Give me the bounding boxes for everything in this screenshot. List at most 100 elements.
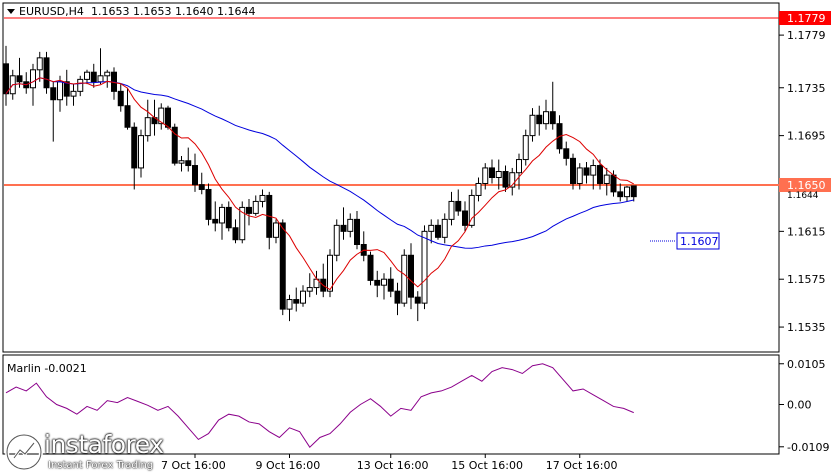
candle-body [576, 167, 583, 184]
candle-body [131, 126, 138, 169]
candle-body [306, 287, 313, 292]
candle-body [279, 222, 286, 310]
candle-body [97, 75, 104, 83]
candle-body [509, 172, 516, 188]
resistance-price-label: 1.1779 [787, 12, 826, 25]
candle-body [529, 114, 536, 137]
high-value: 1.1653 [133, 5, 172, 18]
candle-body [225, 206, 232, 229]
candle-body [489, 167, 495, 178]
candle-body [124, 105, 131, 128]
candle-body [198, 184, 205, 190]
price-tick-label: 1.1575 [787, 273, 826, 286]
watermark-tagline: Instant Forex Trading [48, 460, 154, 471]
candle-body [401, 254, 408, 304]
candle-body [212, 218, 219, 224]
candle-body [239, 206, 246, 241]
candle-body [428, 224, 435, 232]
candle-body [597, 165, 603, 184]
time-tick-label: 17 Oct 16:00 [546, 459, 618, 472]
candle-body [252, 200, 259, 214]
candle-body [549, 111, 556, 125]
candle-body [158, 107, 165, 125]
candle-body [624, 186, 630, 198]
price-tick-label: 1.1615 [787, 225, 826, 238]
symbol-dropdown-icon[interactable] [7, 9, 15, 14]
price-tick-label: 1.1735 [787, 82, 826, 95]
candle-body [293, 299, 300, 304]
time-tick-label: 13 Oct 16:00 [357, 459, 429, 472]
candle-body [300, 290, 306, 304]
current-price-badge [779, 178, 831, 192]
candle-body [286, 299, 293, 310]
time-tick-label: 7 Oct 16:00 [161, 459, 226, 472]
ma-value-label: 1.1607 [680, 235, 719, 248]
candle-body [536, 114, 543, 125]
indicator-tick-label: -0.0109 [787, 441, 829, 454]
candle-body [583, 167, 590, 176]
resistance-price-badge [779, 11, 831, 25]
candle-body [84, 71, 90, 80]
candle-body [590, 165, 597, 176]
instaforex-watermark: instaforex Instant Forex Trading [2, 430, 172, 474]
candle-body [273, 222, 279, 238]
candle-body [495, 171, 502, 179]
candle-body [327, 254, 333, 292]
candle-body [475, 182, 482, 196]
candle-body [43, 57, 50, 89]
ma-value-badge [676, 232, 720, 250]
candle-body [90, 71, 97, 83]
candle-body [414, 296, 421, 304]
candle-body [516, 159, 522, 174]
candle-body [381, 278, 387, 286]
candle-body [482, 167, 489, 184]
price-tick-label: 1.1695 [787, 130, 826, 143]
candle-body [354, 218, 360, 246]
indicator-tick-label: 0.0105 [787, 358, 826, 371]
instaforex-logo-icon [5, 433, 43, 471]
low-value: 1.1640 [175, 5, 214, 18]
candle-body [387, 278, 394, 292]
marlin-oscillator-line [5, 363, 634, 448]
symbol-label[interactable]: EURUSD,H4 [19, 5, 84, 18]
current-price-label: 1.1650 [787, 179, 826, 192]
indicator-tick-label: 0.00 [787, 399, 812, 412]
candle-body [219, 206, 225, 224]
candle-body [259, 194, 266, 202]
candle-body [448, 200, 455, 220]
candle-body [205, 188, 212, 220]
candle-body [543, 111, 549, 125]
candle-body [30, 69, 36, 89]
watermark-brand: instaforex [44, 430, 164, 459]
candle-body [367, 254, 374, 281]
price-tick-label: 1.1779 [787, 29, 826, 42]
candle-body [455, 200, 462, 212]
candle-body [57, 81, 63, 101]
candle-body [165, 107, 171, 128]
price-tick-label: 1.1535 [787, 321, 826, 334]
open-value: 1.1653 [91, 5, 130, 18]
candle-body [340, 224, 347, 232]
candle-body [246, 206, 252, 214]
candle-body [77, 78, 84, 92]
price-panel[interactable] [2, 2, 780, 353]
candle-body [394, 290, 401, 304]
candle-body [617, 191, 624, 198]
candle-body [70, 90, 77, 97]
candle-body [462, 210, 468, 226]
candle-body [522, 135, 529, 161]
candle-body [421, 230, 428, 304]
candle-body [16, 75, 23, 83]
candle-body [610, 174, 617, 193]
candle-body [333, 224, 340, 256]
candle-body [435, 224, 441, 238]
indicator-panel[interactable] [2, 354, 780, 455]
candle-body [630, 185, 637, 198]
candle-body [502, 171, 509, 188]
candle-body [347, 218, 354, 232]
candle-body [232, 227, 239, 241]
candle-body [441, 218, 448, 238]
indicator-title: Marlin -0.0021 [7, 362, 87, 375]
candle-body [171, 126, 178, 164]
